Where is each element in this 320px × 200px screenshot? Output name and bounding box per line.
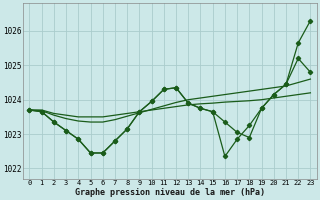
X-axis label: Graphe pression niveau de la mer (hPa): Graphe pression niveau de la mer (hPa) — [75, 188, 265, 197]
